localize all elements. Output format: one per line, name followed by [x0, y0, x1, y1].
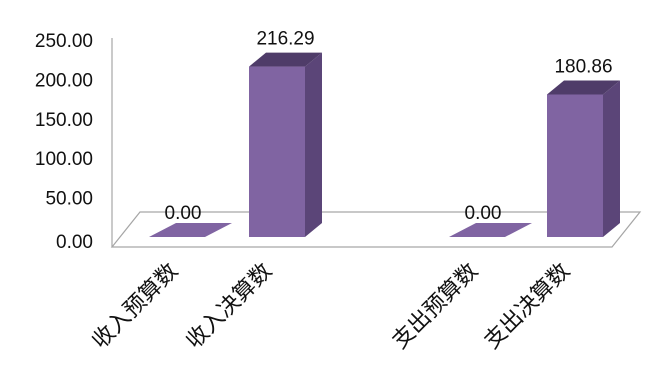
bar-side-face — [603, 80, 620, 237]
bar — [449, 223, 532, 237]
bar-front-face — [547, 94, 603, 237]
category-label: 收入预算数 — [88, 259, 183, 354]
data-label: 0.00 — [165, 203, 202, 224]
bar-front-face — [249, 66, 305, 237]
y-tick-label: 100.00 — [35, 149, 93, 170]
y-tick-label: 150.00 — [35, 110, 93, 131]
data-label: 180.86 — [554, 56, 612, 77]
y-tick-label: 50.00 — [45, 189, 93, 210]
bar-flat-face — [149, 223, 232, 237]
bar-side-face — [305, 52, 322, 238]
category-label: 收入决算数 — [182, 259, 277, 354]
bar — [149, 223, 232, 237]
bar — [249, 52, 322, 238]
chart-floor — [110, 211, 642, 248]
category-label: 支出预算数 — [388, 259, 483, 354]
bar-flat-face — [449, 223, 532, 237]
category-label: 支出决算数 — [480, 259, 575, 354]
data-label: 0.00 — [465, 203, 502, 224]
data-label: 216.29 — [256, 29, 314, 50]
data-labels: 0.00 216.29 0.00 180.86 — [165, 29, 613, 224]
bars — [149, 52, 620, 238]
bar-top-face — [547, 80, 620, 95]
bar — [547, 80, 620, 237]
y-tick-label: 0.00 — [56, 232, 93, 253]
y-tick-label: 200.00 — [35, 70, 93, 91]
bar-top-face — [249, 52, 322, 67]
y-tick-labels: 0.00 50.00 100.00 150.00 200.00 250.00 — [35, 31, 93, 253]
floor-plane — [110, 211, 642, 248]
y-tick-label: 250.00 — [35, 31, 93, 52]
